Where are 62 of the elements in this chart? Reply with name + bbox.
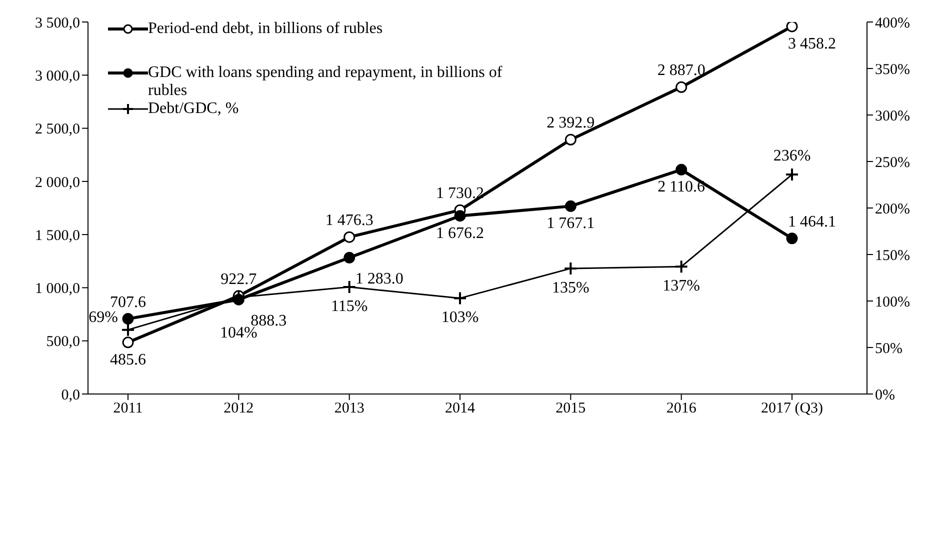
point	[674, 260, 688, 274]
point	[564, 261, 578, 276]
data-label: 1 767.1	[546, 215, 595, 232]
legend-label: Debt/GDC, %	[148, 100, 239, 118]
point	[121, 322, 135, 337]
legend-label: GDC with loans spending and repayment, in billions of rubles	[148, 64, 504, 100]
y2-tick-label: 0%	[875, 387, 895, 404]
point	[676, 81, 688, 93]
x-tick-label: 2016	[666, 400, 697, 417]
y-tick-label: 2 500,0	[35, 122, 80, 138]
data-label: 1 476.3	[325, 212, 374, 230]
data-label: 236%	[773, 148, 811, 165]
y-tick-label: 2 000,0	[35, 174, 80, 191]
data-label: 3 458.2	[788, 35, 836, 52]
data-label: 707.6	[110, 294, 146, 311]
point	[564, 200, 576, 212]
point	[676, 164, 688, 176]
data-label: 135%	[552, 279, 590, 296]
data-label: 69%	[88, 308, 118, 326]
y2-tick-label: 150%	[875, 248, 910, 264]
y2-tick-label: 200%	[875, 201, 910, 218]
point	[342, 280, 356, 294]
legend-label: Period-end debt, in billions of rubles	[148, 20, 383, 38]
point	[564, 134, 576, 146]
y-tick-label: 500,0	[46, 334, 80, 350]
y-tick-label: 0,0	[61, 387, 80, 404]
data-label: 137%	[662, 278, 700, 295]
data-label: 2 392.9	[546, 114, 595, 132]
y2-tick-label: 100%	[875, 294, 910, 310]
point	[344, 231, 356, 243]
data-label: 485.6	[110, 351, 146, 368]
point	[122, 313, 134, 325]
data-label: 2 110.6	[658, 178, 706, 196]
point	[786, 22, 798, 32]
data-label: 1 283.0	[355, 270, 404, 288]
y2-tick-label: 300%	[875, 108, 910, 124]
data-label: 1 464.1	[788, 213, 836, 230]
x-tick-label: 2015	[556, 400, 586, 417]
point	[122, 336, 134, 348]
point	[454, 210, 466, 222]
y2-tick-label: 350%	[875, 62, 910, 78]
data-label: 103%	[441, 309, 479, 326]
y2-tick-label: 250%	[875, 154, 910, 171]
x-tick-label: 2011	[113, 400, 143, 417]
y2-tick-label: 400%	[875, 15, 910, 32]
data-label: 115%	[330, 298, 368, 316]
y-tick-label: 1 500,0	[35, 228, 80, 244]
x-tick-label: 2013	[334, 400, 364, 417]
point	[786, 232, 798, 244]
point	[344, 252, 356, 264]
data-label: 922.7	[220, 270, 257, 288]
data-label: 1 676.2	[436, 224, 484, 242]
x-tick-label: 2012	[224, 400, 254, 417]
x-tick-label: 2017 (Q3)	[760, 400, 824, 417]
y-tick-label: 3 000,0	[35, 68, 80, 84]
x-tick-label: 2014	[445, 400, 476, 417]
y-tick-label: 3 500,0	[35, 15, 80, 32]
data-label: 2 887.0	[657, 62, 706, 80]
y-tick-label: 1 000,0	[35, 281, 80, 298]
y2-tick-label: 50%	[875, 340, 902, 357]
point	[785, 168, 799, 182]
point	[453, 291, 467, 306]
